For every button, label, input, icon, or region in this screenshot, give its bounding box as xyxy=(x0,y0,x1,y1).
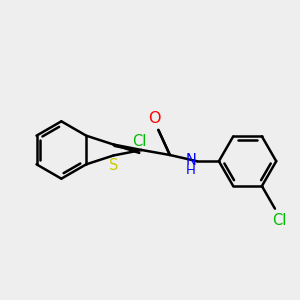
Text: Cl: Cl xyxy=(132,134,146,149)
Text: Cl: Cl xyxy=(272,213,286,228)
Text: S: S xyxy=(109,158,118,172)
Text: N: N xyxy=(185,153,196,168)
Text: O: O xyxy=(148,111,161,126)
Text: H: H xyxy=(186,164,196,177)
